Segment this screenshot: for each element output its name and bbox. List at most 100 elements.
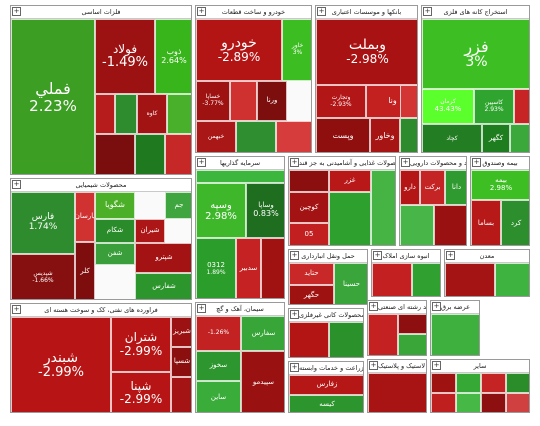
stock-tile[interactable]: دانا	[445, 170, 466, 205]
stock-tile[interactable]: سدبیر	[236, 238, 261, 298]
sector-header[interactable]: سایر محصولات کانی غیرفلزی+	[289, 309, 363, 322]
sector-16[interactable]: شرکتهای چند رشته ای صنعتی+	[367, 300, 427, 356]
expand-icon[interactable]: +	[446, 251, 455, 260]
stock-tile[interactable]: خبهمن	[196, 121, 236, 152]
sector-15[interactable]: سایر محصولات کانی غیرفلزی+	[288, 308, 364, 358]
expand-icon[interactable]: +	[12, 180, 21, 189]
sector-17[interactable]: زفارس کیسه زراعت و خدمات وابسته +	[288, 361, 364, 413]
expand-icon[interactable]: +	[12, 305, 21, 314]
sector-20[interactable]: سایر +	[430, 359, 530, 413]
stock-tile[interactable]	[289, 322, 329, 357]
expand-icon[interactable]: +	[472, 158, 481, 167]
stock-tile[interactable]	[400, 205, 434, 245]
sector-header[interactable]: محصولات شیمیایی +	[11, 179, 191, 192]
expand-icon[interactable]: +	[432, 302, 441, 311]
stock-tile[interactable]: فارس 1.74%	[11, 192, 75, 254]
stock-tile[interactable]	[431, 393, 456, 412]
sector-header[interactable]: فراورده های نفتی، کک و سوخت هسته ای +	[11, 304, 191, 317]
expand-icon[interactable]: +	[197, 7, 206, 16]
stock-tile[interactable]	[372, 263, 412, 296]
stock-tile[interactable]	[196, 170, 284, 183]
expand-icon[interactable]: +	[401, 158, 410, 167]
sector-header[interactable]: لاستیک و پلاستیک +	[368, 360, 426, 373]
stock-tile[interactable]: شبندر -2.99%	[11, 317, 111, 412]
stock-tile[interactable]: وتجارت -2.93%	[316, 85, 366, 118]
sector-header[interactable]: زراعت و خدمات وابسته +	[289, 362, 363, 375]
stock-tile[interactable]: ذوب 2.64%	[155, 19, 191, 94]
stock-tile[interactable]	[481, 373, 506, 393]
stock-tile[interactable]	[171, 377, 191, 412]
stock-tile[interactable]: کلر	[75, 242, 95, 299]
sector-header[interactable]: سرمایه گذاریها +	[196, 157, 284, 170]
sector-11[interactable]: انبوه سازی املاک +	[371, 249, 441, 297]
expand-icon[interactable]: +	[369, 302, 378, 311]
stock-tile[interactable]: شفن	[95, 243, 135, 265]
stock-tile[interactable]: حسینا	[334, 263, 367, 304]
stock-tile[interactable]	[495, 263, 529, 296]
stock-tile[interactable]	[95, 134, 135, 174]
stock-tile[interactable]	[368, 373, 426, 412]
sector-9[interactable]: بیمه 2.98% بساما کرد بیمه وصندوق +	[470, 156, 530, 246]
expand-icon[interactable]: +	[290, 251, 299, 260]
stock-tile[interactable]: حگهر	[289, 285, 334, 304]
stock-tile[interactable]: شپدیس -1.66%	[11, 254, 75, 299]
sector-7[interactable]: غزر کوچین 05 محصولات غذایی و آشامیدنی به جز…	[288, 156, 396, 246]
stock-tile[interactable]: برکت	[420, 170, 445, 205]
stock-tile[interactable]	[230, 81, 257, 121]
stock-tile[interactable]: جم	[165, 192, 191, 219]
stock-tile[interactable]: بیمه 2.98%	[471, 170, 529, 200]
stock-tile[interactable]: کچاد	[422, 124, 482, 152]
stock-tile[interactable]	[261, 238, 284, 298]
expand-icon[interactable]: +	[290, 363, 299, 372]
stock-tile[interactable]	[431, 373, 456, 393]
stock-tile[interactable]	[434, 205, 466, 245]
sector-5[interactable]: فارس 1.74% شپدیس -1.66% شگویا شکام شفن شیران شپت…	[10, 178, 192, 300]
stock-tile[interactable]: فملي 2.23%	[11, 19, 95, 174]
stock-tile[interactable]: شپترو	[135, 243, 191, 273]
stock-tile[interactable]: بساما	[471, 200, 501, 245]
sector-header[interactable]: استخراج کانه های فلزی +	[422, 6, 529, 19]
stock-tile[interactable]	[514, 89, 529, 124]
expand-icon[interactable]: +	[423, 7, 432, 16]
stock-tile[interactable]: فولاد -1.49%	[95, 19, 155, 94]
sector-4[interactable]: فزر 3% کرمان 43.43% کاسپین 2.93% کگهر کچاد استخر…	[421, 5, 530, 153]
stock-tile[interactable]	[431, 314, 479, 355]
stock-tile[interactable]	[135, 134, 165, 174]
stock-tile[interactable]: وساپا 0.83%	[246, 183, 284, 238]
stock-tile[interactable]: وپست	[316, 118, 370, 152]
stock-tile[interactable]: کاسپین 2.93%	[474, 89, 514, 124]
stock-tile[interactable]: وخاور	[370, 118, 400, 152]
stock-tile[interactable]: سخوز	[196, 351, 241, 381]
sector-14[interactable]: -1.26% سفارس سخوز ساین سپیدمو سیمان، آهک و گچ…	[195, 302, 285, 413]
stock-tile[interactable]	[329, 322, 363, 357]
expand-icon[interactable]: +	[369, 361, 378, 370]
stock-tile[interactable]	[398, 334, 426, 355]
stock-tile[interactable]: غزر	[329, 170, 371, 192]
stock-tile[interactable]: کیسه	[289, 395, 363, 412]
stock-tile[interactable]: شگویا	[95, 192, 135, 219]
stock-tile[interactable]: حتاید	[289, 263, 334, 285]
sector-18[interactable]: لاستیک و پلاستیک +	[367, 359, 427, 413]
stock-tile[interactable]	[400, 118, 417, 152]
stock-tile[interactable]: ساین	[196, 381, 241, 412]
stock-tile[interactable]: شیران	[135, 219, 165, 243]
stock-tile[interactable]	[445, 263, 495, 296]
expand-icon[interactable]: +	[197, 304, 206, 313]
expand-icon[interactable]: +	[197, 158, 206, 167]
stock-tile[interactable]	[95, 94, 115, 134]
stock-tile[interactable]: شپنا -2.99%	[111, 372, 171, 412]
stock-tile[interactable]	[289, 170, 329, 192]
sector-13[interactable]: شبندر -2.99% شتران -2.99% شپنا -2.99% شبریز شسپ…	[10, 303, 192, 413]
stock-tile[interactable]: زفارس	[289, 375, 363, 395]
stock-tile[interactable]	[506, 373, 529, 393]
sector-header[interactable]: فلزات اساسی +	[11, 6, 191, 19]
stock-tile[interactable]: کرد	[501, 200, 529, 245]
stock-tile[interactable]: کرمان 43.43%	[422, 89, 474, 124]
expand-icon[interactable]: +	[12, 7, 21, 16]
sector-header[interactable]: بانکها و موسسات اعتباری +	[316, 6, 417, 19]
sector-header[interactable]: بیمه وصندوق +	[471, 157, 529, 170]
sector-10[interactable]: حتاید حگهر حسینا حمل ونقل انبارداری +	[288, 249, 368, 305]
stock-tile[interactable]	[398, 314, 426, 334]
stock-tile[interactable]: خاور 3%	[282, 19, 311, 81]
stock-tile[interactable]: شسپا	[171, 347, 191, 377]
